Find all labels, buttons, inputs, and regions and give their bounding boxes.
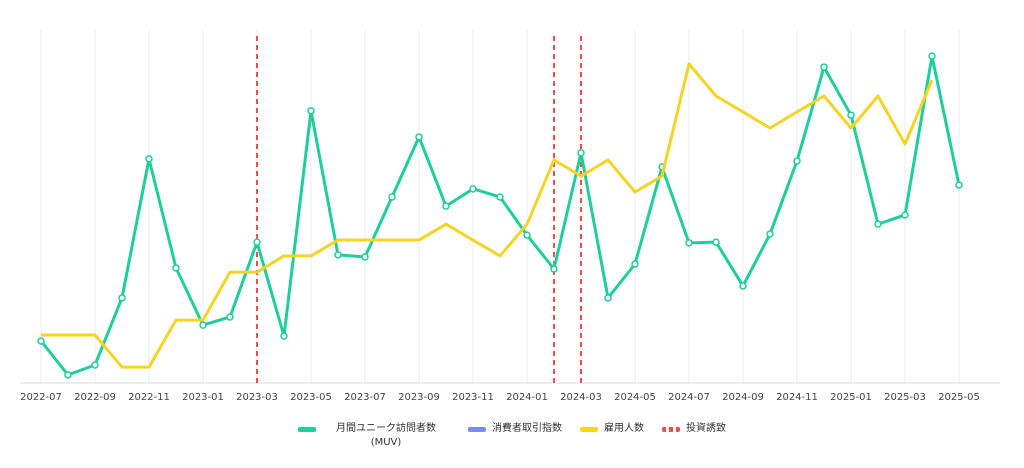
point bbox=[172, 264, 180, 272]
series-line bbox=[41, 62, 934, 369]
x-tick-label: 2024-11 bbox=[776, 392, 818, 403]
legend-label: 消費者取引指数 bbox=[492, 423, 562, 434]
x-tick-label: 2023-11 bbox=[452, 392, 494, 403]
chart: 2022-07 2022-09 2022-11 2023-01 2023-03 2023-… bbox=[20, 30, 1000, 403]
x-tick-label: 2023-01 bbox=[182, 392, 224, 403]
x-tick-label: 2023-03 bbox=[236, 392, 278, 403]
x-tick-label: 2024-07 bbox=[668, 392, 710, 403]
x-tick-label: 2025-05 bbox=[938, 392, 980, 403]
series-line bbox=[39, 54, 961, 377]
legend-swatch bbox=[580, 427, 598, 432]
point bbox=[64, 371, 72, 379]
point bbox=[496, 193, 504, 201]
legend-item[interactable]: 消費者取引指数 bbox=[468, 422, 562, 436]
point bbox=[739, 282, 747, 290]
x-tick-label: 2025-03 bbox=[884, 392, 926, 403]
x-tick-label: 2025-01 bbox=[830, 392, 872, 403]
legend-swatch bbox=[298, 427, 316, 432]
legend-label: 月間ユニーク訪問者数 (MUV) bbox=[336, 423, 436, 448]
legend-item[interactable]: 月間ユニーク訪問者数 (MUV) bbox=[298, 422, 450, 450]
x-tick-label: 2024-09 bbox=[722, 392, 764, 403]
point bbox=[523, 231, 531, 239]
point bbox=[550, 265, 558, 273]
legend-item[interactable]: 投資誘致 bbox=[662, 422, 726, 436]
point bbox=[307, 107, 315, 115]
x-tick-label: 2024-01 bbox=[506, 392, 548, 403]
legend-swatch bbox=[662, 427, 680, 432]
point bbox=[955, 181, 963, 189]
x-tick-label: 2022-09 bbox=[74, 392, 116, 403]
point bbox=[793, 157, 801, 165]
point bbox=[685, 239, 693, 247]
x-tick-label: 2023-07 bbox=[344, 392, 386, 403]
x-tick-label: 2023-05 bbox=[290, 392, 332, 403]
point bbox=[469, 185, 477, 193]
point bbox=[874, 220, 882, 228]
point bbox=[766, 230, 774, 238]
point bbox=[604, 294, 612, 302]
point bbox=[199, 321, 207, 329]
point bbox=[388, 193, 396, 201]
legend-label: 投資誘致 bbox=[686, 423, 726, 434]
x-tick-label: 2022-07 bbox=[20, 392, 62, 403]
point bbox=[928, 52, 936, 60]
point bbox=[118, 294, 126, 302]
point bbox=[361, 253, 369, 261]
point bbox=[712, 238, 720, 246]
point bbox=[91, 361, 99, 369]
point bbox=[37, 337, 45, 345]
point bbox=[334, 251, 342, 259]
legend-label: 雇用人数 bbox=[604, 423, 644, 434]
x-tick-label: 2023-09 bbox=[398, 392, 440, 403]
x-tick-label: 2022-11 bbox=[128, 392, 170, 403]
x-tick-label: 2024-05 bbox=[614, 392, 656, 403]
point bbox=[226, 313, 234, 321]
x-tick-label: 2024-03 bbox=[560, 392, 602, 403]
legend: 月間ユニーク訪問者数 (MUV) 消費者取引指数 雇用人数 投資誘致 bbox=[0, 422, 1024, 450]
point bbox=[280, 332, 288, 340]
point bbox=[415, 133, 423, 141]
legend-swatch bbox=[468, 427, 486, 432]
point bbox=[145, 155, 153, 163]
point bbox=[901, 211, 909, 219]
legend-item[interactable]: 雇用人数 bbox=[580, 422, 644, 436]
point bbox=[847, 111, 855, 119]
point bbox=[253, 238, 261, 246]
point bbox=[631, 260, 639, 268]
point bbox=[442, 202, 450, 210]
point bbox=[577, 149, 585, 157]
point bbox=[820, 63, 828, 71]
